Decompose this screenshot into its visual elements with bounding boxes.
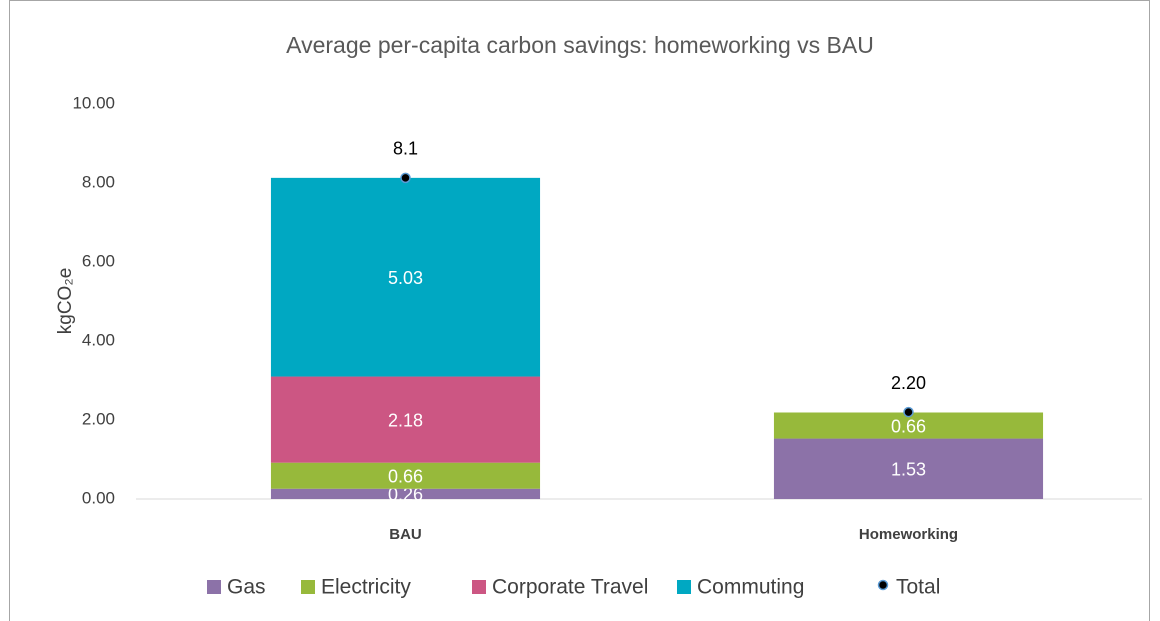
chart-frame xyxy=(9,0,1150,621)
legend-swatch xyxy=(207,580,221,594)
bar-segment xyxy=(270,462,541,489)
y-tick-label: 4.00 xyxy=(82,330,115,349)
bar-segment xyxy=(270,177,541,377)
legend-label: Commuting xyxy=(697,576,804,599)
legend-swatch xyxy=(301,580,315,594)
y-tick-label: 6.00 xyxy=(82,251,115,270)
total-label: 2.20 xyxy=(891,373,926,393)
legend-label: Gas xyxy=(227,576,266,599)
y-tick-label: 10.00 xyxy=(72,93,115,112)
x-tick-label: Homeworking xyxy=(859,526,958,543)
x-tick-label: BAU xyxy=(389,526,422,543)
legend-label: Corporate Travel xyxy=(492,576,648,599)
data-label: 0.66 xyxy=(891,416,926,436)
y-axis-label: kgCO₂e xyxy=(55,268,76,335)
legend-swatch xyxy=(877,579,889,591)
data-label: 2.18 xyxy=(388,410,423,430)
data-label: 1.53 xyxy=(891,460,926,480)
legend-swatch xyxy=(677,580,691,594)
data-label: 0.26 xyxy=(388,485,423,505)
data-label: 5.03 xyxy=(388,268,423,288)
bar-segment xyxy=(270,376,541,463)
total-marker xyxy=(400,172,411,184)
y-tick-label: 0.00 xyxy=(82,488,115,507)
total-marker xyxy=(903,406,914,418)
total-label: 8.1 xyxy=(393,139,418,159)
y-tick-label: 8.00 xyxy=(82,172,115,191)
bar-segment xyxy=(270,488,541,499)
legend-label: Electricity xyxy=(321,576,411,599)
y-tick-label: 2.00 xyxy=(82,409,115,428)
legend-label: Total xyxy=(896,576,940,599)
data-label: 0.66 xyxy=(388,466,423,486)
bar-segment xyxy=(773,438,1044,499)
chart-title: Average per-capita carbon savings: homew… xyxy=(286,32,874,58)
legend-swatch xyxy=(472,580,486,594)
